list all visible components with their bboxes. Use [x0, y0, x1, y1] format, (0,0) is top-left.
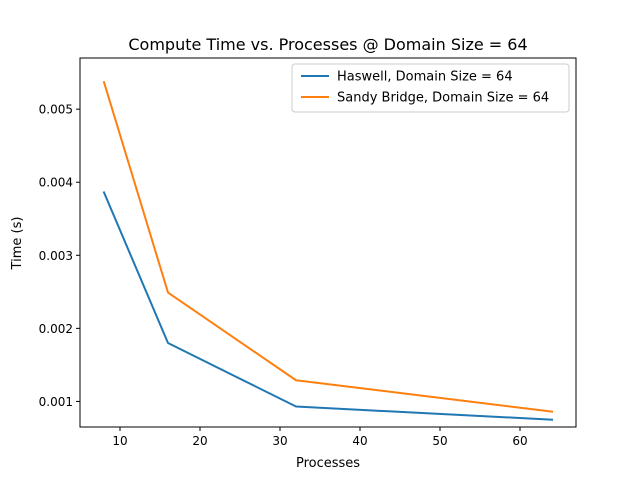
legend-box [291, 63, 570, 113]
y-tick-label: 0.005 [39, 103, 73, 117]
axes-frame [79, 57, 577, 428]
legend: Haswell, Domain Size = 64 Sandy Bridge, D… [291, 63, 570, 113]
y-tick-label: 0.002 [39, 322, 73, 336]
x-tick-label: 60 [512, 434, 527, 448]
series-line-1 [102, 80, 554, 413]
x-tick-label: 30 [272, 434, 287, 448]
x-tick-label: 10 [112, 434, 127, 448]
x-tick-label: 40 [352, 434, 367, 448]
y-tick-label: 0.001 [39, 395, 73, 409]
legend-label-0: Haswell, Domain Size = 64 [337, 70, 513, 85]
plot-area: 10 20 30 40 50 60 0.001 0.002 0.003 0.004 0.005 [39, 57, 577, 448]
y-tick-label: 0.004 [39, 176, 73, 190]
x-tick-label: 20 [192, 434, 207, 448]
y-tick-label: 0.003 [39, 249, 73, 263]
legend-label-1: Sandy Bridge, Domain Size = 64 [337, 91, 549, 106]
x-axis-label: Processes [296, 456, 360, 471]
x-tick-label: 50 [432, 434, 447, 448]
chart-title: Compute Time vs. Processes @ Domain Size… [128, 35, 527, 54]
y-axis-label: Time (s) [10, 217, 25, 271]
series-line-0 [102, 191, 554, 421]
